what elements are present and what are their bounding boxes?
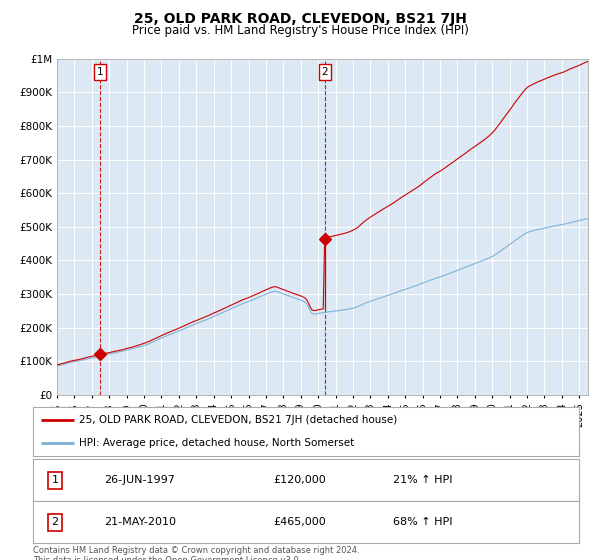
Text: 21% ↑ HPI: 21% ↑ HPI xyxy=(394,475,453,485)
Text: 25, OLD PARK ROAD, CLEVEDON, BS21 7JH: 25, OLD PARK ROAD, CLEVEDON, BS21 7JH xyxy=(134,12,466,26)
Text: 26-JUN-1997: 26-JUN-1997 xyxy=(104,475,175,485)
Text: Price paid vs. HM Land Registry's House Price Index (HPI): Price paid vs. HM Land Registry's House … xyxy=(131,24,469,37)
Text: £120,000: £120,000 xyxy=(273,475,326,485)
Text: 25, OLD PARK ROAD, CLEVEDON, BS21 7JH (detached house): 25, OLD PARK ROAD, CLEVEDON, BS21 7JH (d… xyxy=(79,416,398,426)
Text: 2: 2 xyxy=(51,517,58,527)
Text: HPI: Average price, detached house, North Somerset: HPI: Average price, detached house, Nort… xyxy=(79,438,355,448)
Text: Contains HM Land Registry data © Crown copyright and database right 2024.
This d: Contains HM Land Registry data © Crown c… xyxy=(33,546,359,560)
Text: 1: 1 xyxy=(52,475,58,485)
Text: 1: 1 xyxy=(97,67,103,77)
Text: £465,000: £465,000 xyxy=(273,517,326,527)
Text: 21-MAY-2010: 21-MAY-2010 xyxy=(104,517,176,527)
Text: 68% ↑ HPI: 68% ↑ HPI xyxy=(394,517,453,527)
Text: 2: 2 xyxy=(322,67,328,77)
